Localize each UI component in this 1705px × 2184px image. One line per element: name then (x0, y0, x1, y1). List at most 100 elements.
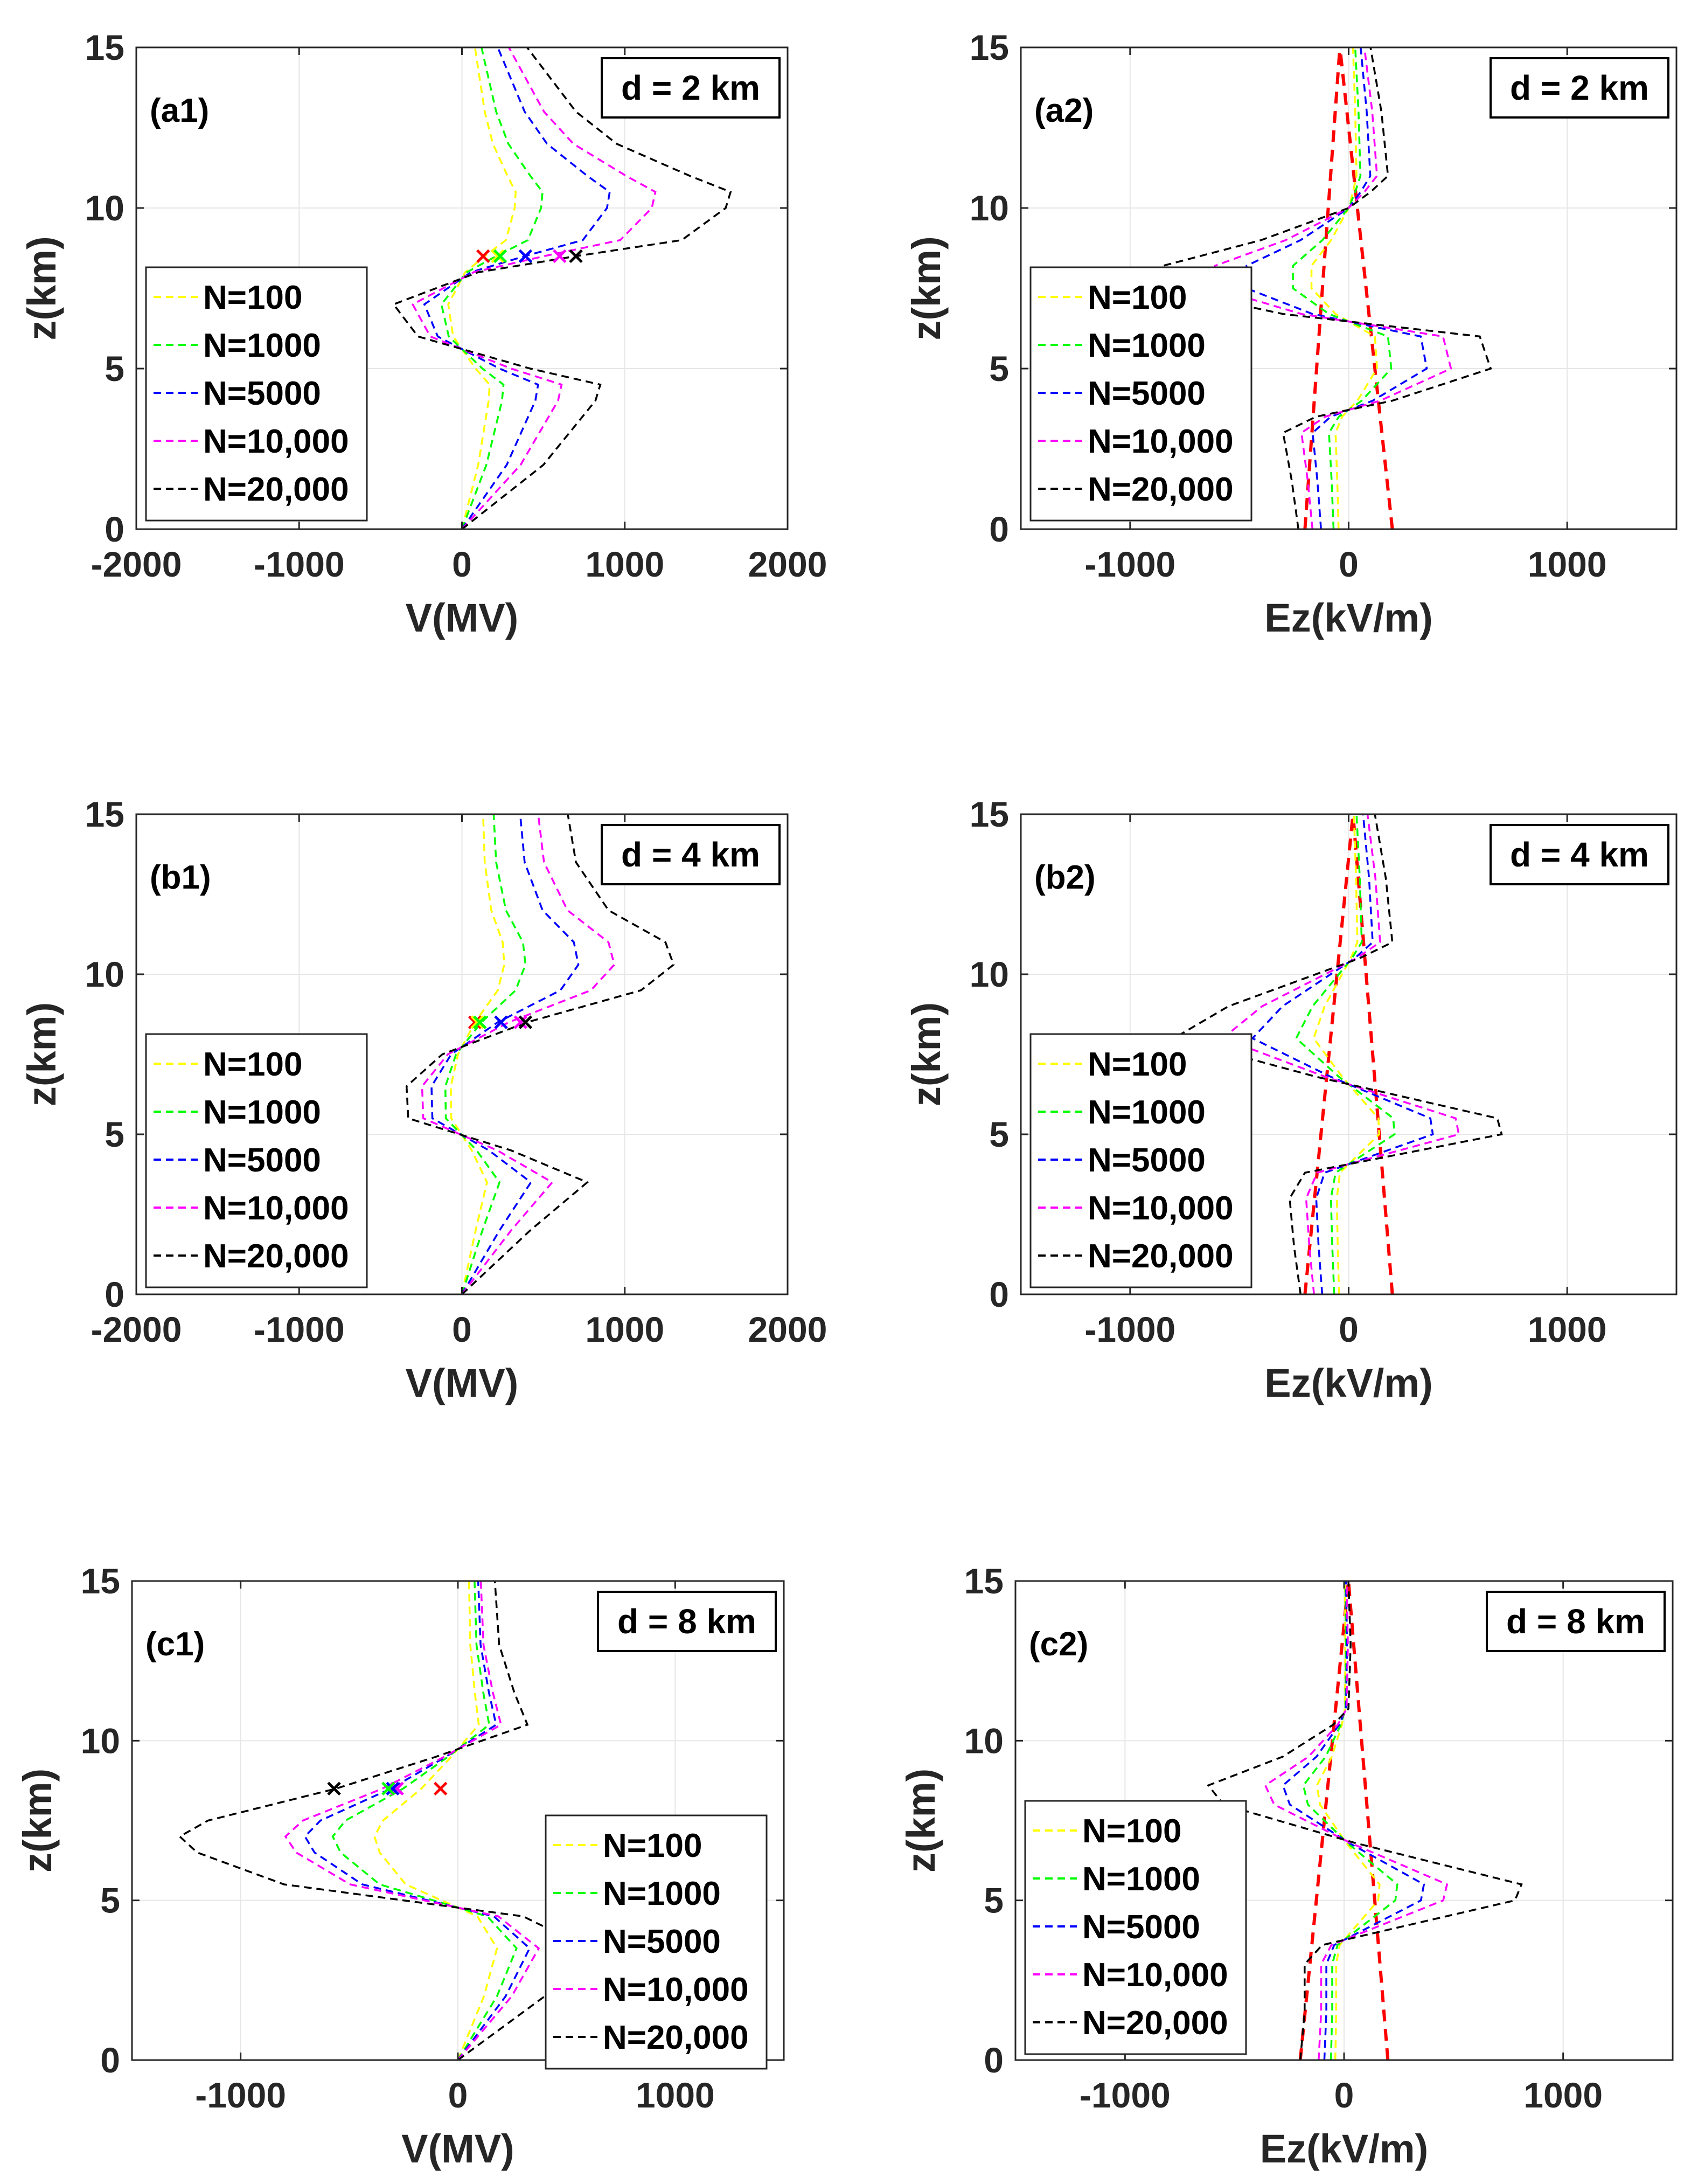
x-tick-label: 1000 (636, 2075, 715, 2115)
threshold-positive-line (1347, 1581, 1390, 2060)
marker-stroke (569, 249, 583, 264)
x-axis-label: Ez(kV/m) (1264, 1361, 1433, 1405)
series-line-n100 (1312, 814, 1381, 1294)
y-tick-label: 5 (105, 349, 124, 389)
y-tick-label: 15 (85, 27, 124, 67)
legend-entry: N=20,000 (1088, 1238, 1234, 1275)
d-label-box (1490, 824, 1669, 885)
series-line-n1000 (1295, 814, 1396, 1294)
y-axis-label: z(km) (904, 1002, 949, 1106)
series-line-n20000 (392, 47, 732, 529)
series-line-n5000 (303, 1581, 531, 2060)
legend: N=100 N=1000 N=5000 N=10,000 N=20,000 (1024, 1800, 1247, 2055)
legend-entry: N=100 (1082, 1813, 1181, 1850)
series-line-n10000 (1221, 814, 1460, 1294)
series-line-n20000 (178, 1581, 590, 2060)
y-tick-label: 10 (81, 1721, 120, 1760)
threshold-marker (553, 249, 567, 264)
legend-entry: N=100 (603, 1827, 702, 1864)
x-tick-label: -1000 (1084, 1309, 1175, 1349)
y-tick-label: 10 (970, 188, 1009, 228)
x-axis-label: Ez(kV/m) (1260, 2126, 1429, 2171)
legend: N=100 N=1000 N=5000 N=10,000 N=20,000 (1029, 1033, 1252, 1288)
panel-label: (c2) (1029, 1626, 1088, 1663)
legend: N=100 N=1000 N=5000 N=10,000 N=20,000 (1029, 266, 1252, 522)
series-line-n5000 (1282, 1581, 1425, 2060)
y-tick-label: 0 (105, 509, 124, 549)
marker-stroke (472, 1015, 487, 1029)
series-group (178, 1581, 590, 2060)
d-label-box (1490, 57, 1669, 119)
y-axis-label: z(km) (19, 236, 64, 340)
panel-label: (b1) (150, 859, 211, 896)
x-tick-label: 1000 (1528, 544, 1607, 584)
x-tick-label: 1000 (585, 544, 664, 584)
legend-entry: N=5000 (203, 375, 321, 412)
series-line-n1000 (1292, 47, 1393, 529)
x-tick-label: -1000 (195, 2075, 286, 2115)
legend-entry: N=100 (1088, 279, 1187, 316)
threshold-marker (472, 1015, 487, 1029)
x-tick-label: 0 (1339, 1309, 1359, 1349)
series-line-n1000 (331, 1581, 518, 2060)
panel-a1: -2000 -1000 0 1000 2000 0 5 10 15 V(MV) z(km) (a1) d… (19, 27, 827, 640)
legend-entry: N=10,000 (1088, 1190, 1234, 1227)
marker-stroke (491, 249, 505, 264)
x-tick-label: -1000 (1080, 2075, 1171, 2115)
x-tick-label: 0 (452, 544, 472, 584)
legend-entry: N=1000 (203, 327, 321, 364)
threshold-negative-line (1303, 47, 1342, 529)
marker-stroke (327, 1781, 341, 1796)
x-tick-label: 1000 (1528, 1309, 1607, 1349)
y-tick-label: 0 (105, 1274, 124, 1314)
d-label-box (597, 1591, 777, 1652)
legend-entry: N=100 (1088, 1046, 1187, 1083)
x-axis-label: V(MV) (406, 595, 519, 640)
x-tick-label: 2000 (748, 544, 827, 584)
x-tick-label: 1000 (1523, 2075, 1603, 2115)
series-line-n20000 (1207, 1581, 1523, 2060)
x-tick-label: 0 (452, 1309, 472, 1349)
x-tick-label: 0 (1334, 2075, 1354, 2115)
y-tick-label: 0 (100, 2040, 120, 2080)
y-tick-label: 15 (964, 1561, 1004, 1601)
series-line-n10000 (421, 814, 616, 1294)
legend-entry: N=10,000 (203, 1190, 349, 1227)
y-tick-label: 15 (970, 794, 1009, 834)
x-axis-label: V(MV) (406, 1361, 519, 1405)
threshold-marker (381, 1781, 395, 1796)
threshold-marker (386, 1781, 400, 1796)
y-tick-label: 0 (984, 2040, 1004, 2080)
legend-entry: N=1000 (1082, 1861, 1200, 1898)
threshold-negative-line (1303, 814, 1355, 1294)
legend-entry: N=20,000 (1082, 2005, 1228, 2042)
threshold-marker (327, 1781, 341, 1796)
marker-stroke (493, 249, 507, 264)
legend-entry: N=10,000 (1088, 423, 1234, 460)
marker-stroke (513, 1015, 528, 1029)
x-tick-label: 2000 (748, 1309, 827, 1349)
marker-stroke (494, 1015, 508, 1029)
legend-entry: N=100 (203, 1046, 302, 1083)
legend-entry: N=20,000 (203, 471, 349, 508)
marker-stroke (386, 1781, 400, 1796)
legend-entry: N=1000 (603, 1875, 721, 1912)
legend-entry: N=5000 (1082, 1909, 1200, 1946)
threshold-marker (569, 249, 583, 264)
y-tick-label: 5 (984, 1881, 1004, 1920)
d-label-box (601, 824, 781, 885)
series-line-n5000 (1251, 814, 1434, 1294)
x-tick-label: 1000 (585, 1309, 664, 1349)
legend-entry: N=10,000 (603, 1971, 749, 2008)
marker-stroke (433, 1781, 448, 1796)
d-label-box (1486, 1591, 1666, 1652)
legend-entry: N=10,000 (203, 423, 349, 460)
y-tick-label: 15 (81, 1561, 120, 1601)
legend-entry: N=5000 (203, 1142, 321, 1179)
panel-label: (a2) (1034, 92, 1094, 129)
legend-entry: N=100 (203, 279, 302, 316)
legend-entry: N=20,000 (603, 2019, 749, 2056)
series-line-n5000 (430, 814, 580, 1294)
d-label: d = 2 km (1510, 68, 1649, 107)
series-line-n10000 (1264, 1581, 1449, 2060)
